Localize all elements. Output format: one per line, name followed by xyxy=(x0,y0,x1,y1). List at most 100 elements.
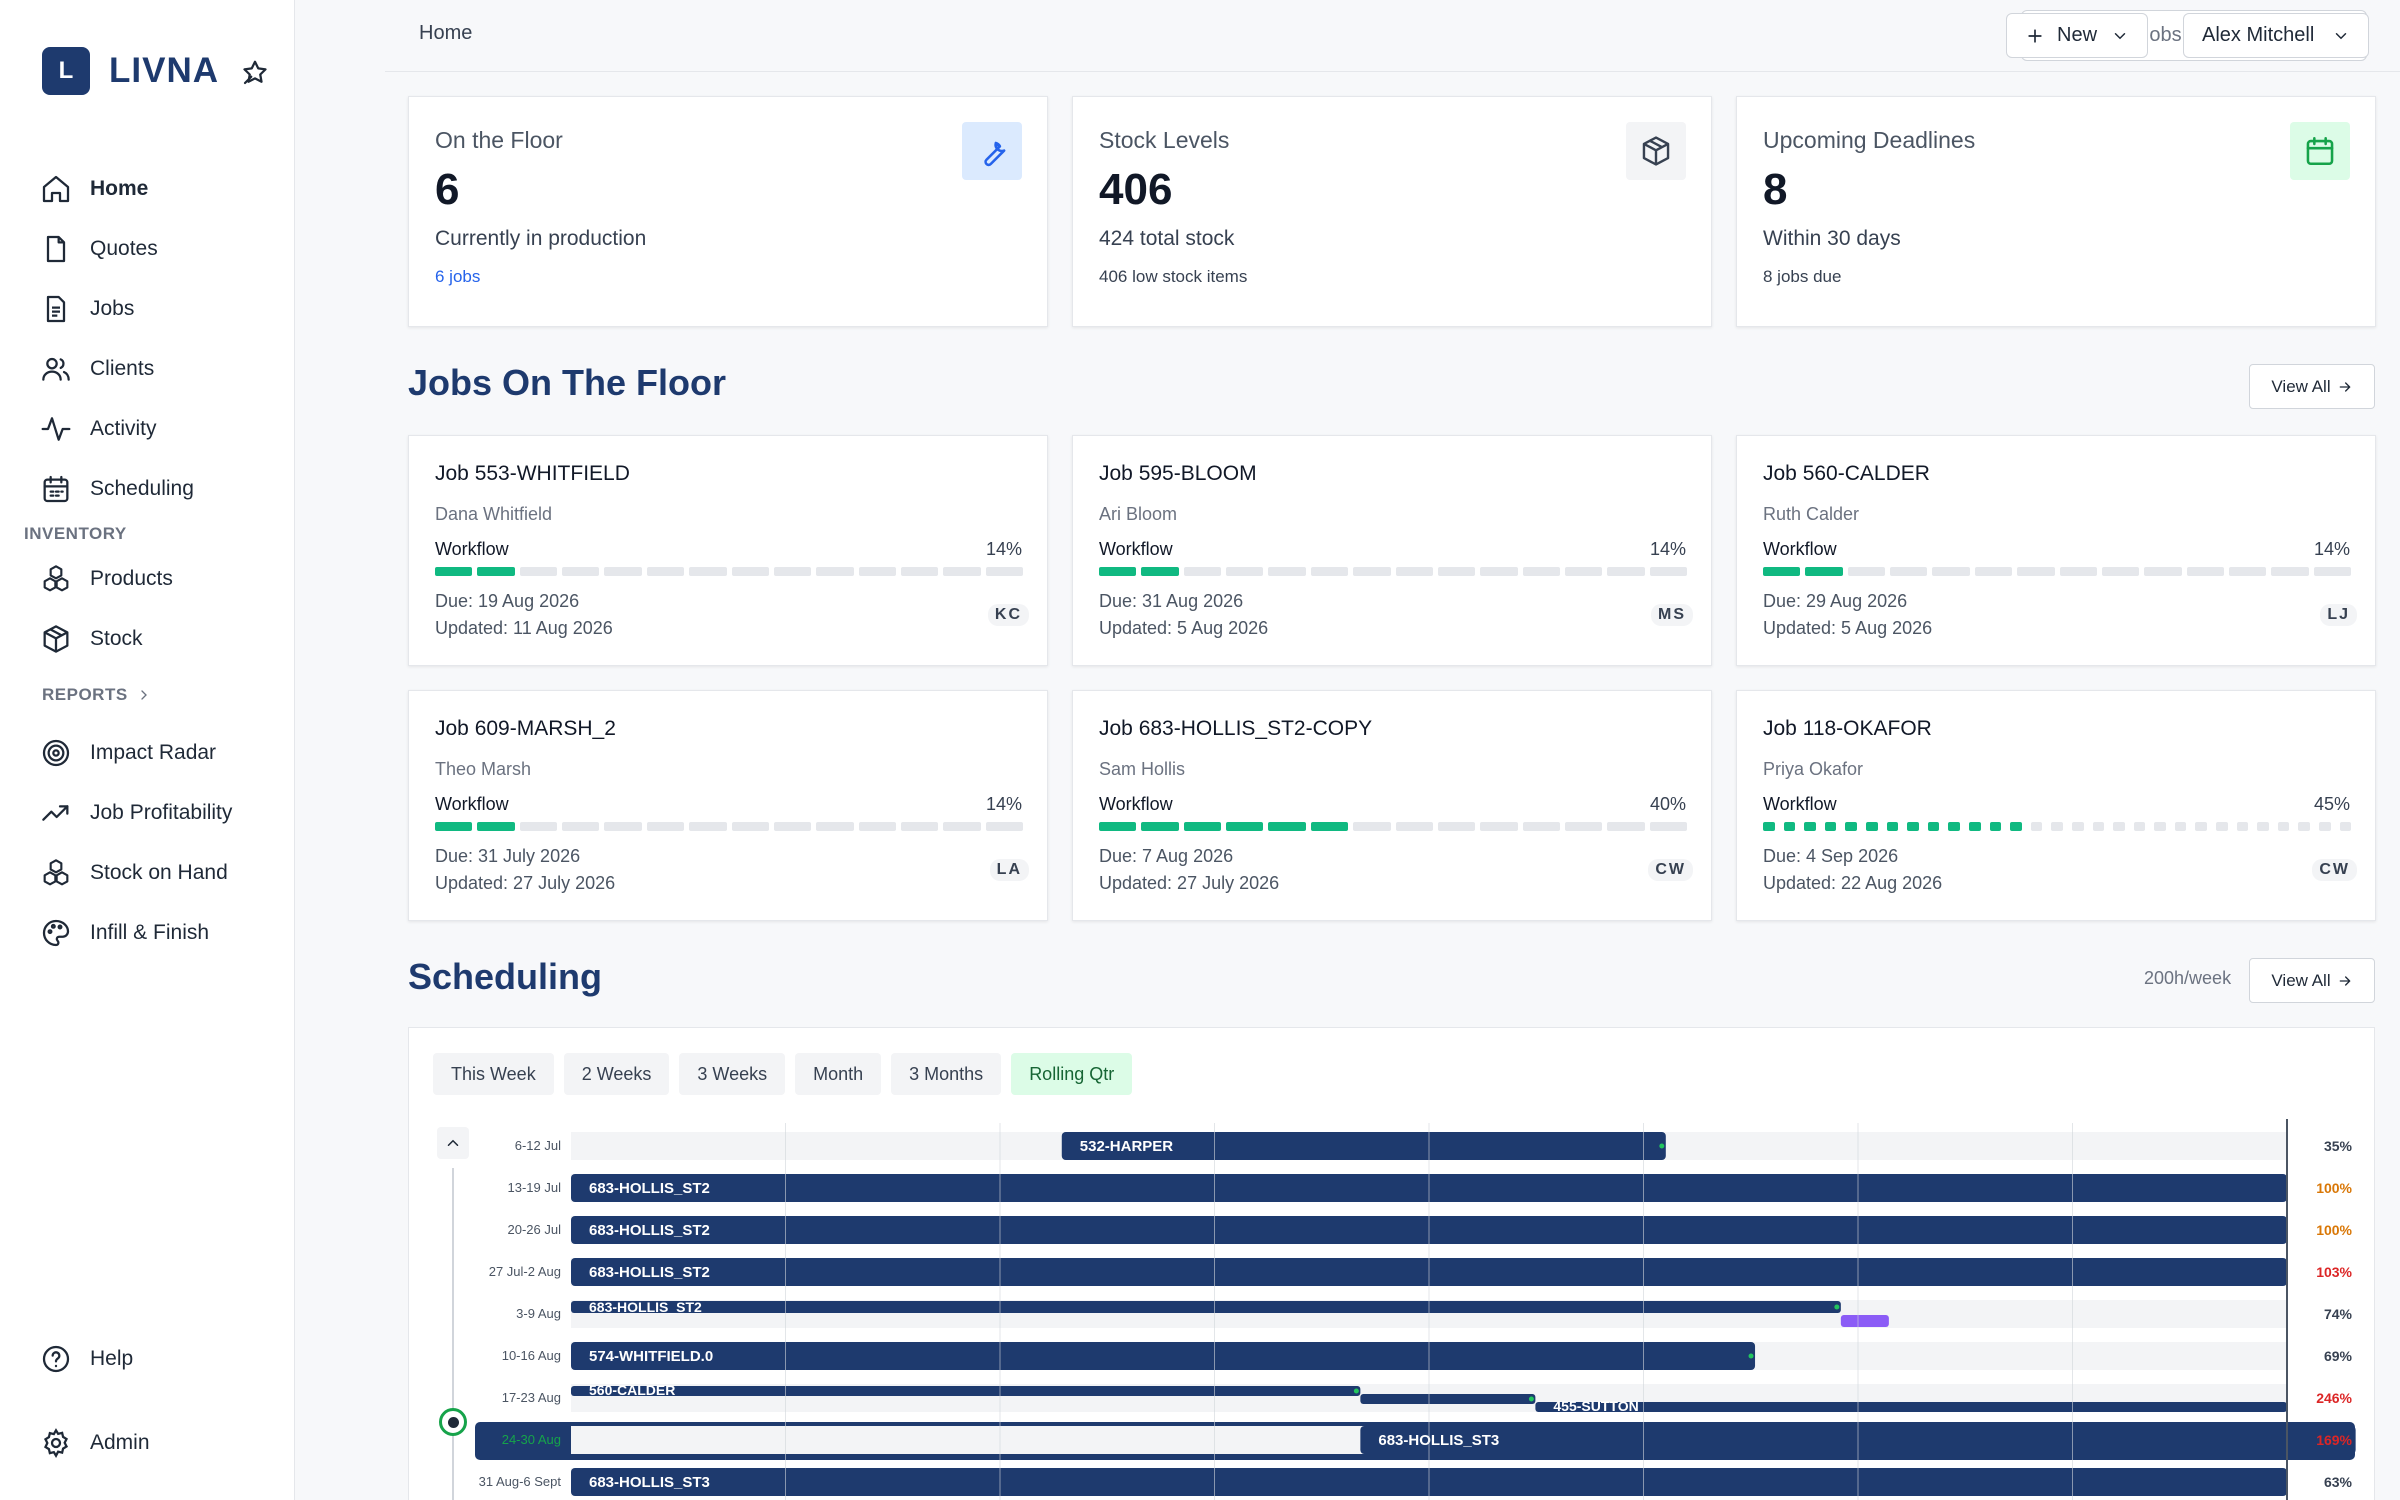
progress-segment xyxy=(1353,567,1391,576)
progress-segment xyxy=(1845,822,1857,831)
breadcrumb[interactable]: Home xyxy=(419,22,473,44)
progress-segment xyxy=(1480,567,1518,576)
progress-segment xyxy=(2017,567,2055,576)
sidebar-item-clients[interactable]: Clients xyxy=(40,347,154,391)
view-all-label: View All xyxy=(2271,376,2331,396)
progress-segment xyxy=(2257,822,2269,831)
job-due-date: Due: 31 Aug 2026 xyxy=(1099,591,1244,611)
scheduling-panel: This Week 2 Weeks 3 Weeks Month 3 Months… xyxy=(408,1027,2375,1500)
progress-segment xyxy=(2271,567,2309,576)
workflow-label: Workflow xyxy=(1099,539,1173,559)
progress-segment xyxy=(2030,822,2043,831)
progress-segment xyxy=(1268,567,1306,576)
collapse-timeline-button[interactable] xyxy=(437,1127,469,1159)
range-tabs: This Week 2 Weeks 3 Weeks Month 3 Months… xyxy=(433,1053,1133,1095)
jobs-view-all-button[interactable]: View All xyxy=(2249,364,2375,409)
job-card[interactable]: Job 553-WHITFIELD Dana Whitfield Workflo… xyxy=(408,435,1048,666)
gear-icon xyxy=(43,1428,69,1458)
job-card[interactable]: Job 609-MARSH_2 Theo Marsh Workflow 14% … xyxy=(408,690,1048,921)
workflow-progress xyxy=(435,567,1024,576)
schedule-bar xyxy=(1535,1402,2287,1412)
progress-segment xyxy=(646,567,685,576)
scheduling-section-title: Scheduling xyxy=(408,956,603,997)
progress-segment xyxy=(2277,822,2290,831)
tab-3-weeks[interactable]: 3 Weeks xyxy=(679,1053,786,1095)
progress-segment xyxy=(1437,567,1476,576)
sidebar-item-stock-on-hand[interactable]: Stock on Hand xyxy=(40,851,228,895)
progress-segment xyxy=(2298,822,2311,831)
chevron-up-icon xyxy=(447,1139,459,1146)
progress-segment xyxy=(2339,822,2352,831)
progress-segment xyxy=(2154,822,2166,831)
stat-card-upcoming-deadlines[interactable]: Upcoming Deadlines 8 Within 30 days 8 jo… xyxy=(1736,96,2376,327)
progress-segment xyxy=(2195,822,2208,831)
plus-icon xyxy=(2028,28,2042,43)
assignee-initials: MS xyxy=(1651,604,1693,626)
workflow-percent: 14% xyxy=(985,539,1022,559)
pin-icon[interactable] xyxy=(240,58,270,88)
progress-segment xyxy=(1268,822,1306,831)
progress-segment xyxy=(562,822,600,831)
sidebar-item-infill-finish[interactable]: Infill & Finish xyxy=(40,911,209,955)
job-card[interactable]: Job 683-HOLLIS_ST2-COPY Sam Hollis Workf… xyxy=(1072,690,1712,921)
tab-3-months[interactable]: 3 Months xyxy=(891,1053,1002,1095)
tab-rolling-qtr[interactable]: Rolling Qtr xyxy=(1011,1053,1133,1095)
progress-segment xyxy=(1974,567,2013,576)
schedule-bar xyxy=(571,1342,1756,1370)
week-label: 17-23 Aug xyxy=(502,1390,561,1405)
progress-segment xyxy=(1099,567,1137,576)
sidebar-item-help[interactable]: Help xyxy=(40,1337,133,1381)
sidebar-item-scheduling[interactable]: Scheduling xyxy=(40,467,194,511)
workflow-progress xyxy=(435,822,1024,831)
week-label: 10-16 Aug xyxy=(502,1348,561,1363)
sidebar-item-jobs[interactable]: Jobs xyxy=(40,287,134,331)
tab-2-weeks[interactable]: 2 Weeks xyxy=(563,1053,670,1095)
job-card[interactable]: Job 595-BLOOM Ari Bloom Workflow 14% Due… xyxy=(1072,435,1712,666)
stat-card-on-the-floor[interactable]: On the Floor 6 Currently in production 6… xyxy=(408,96,1048,327)
sidebar-item-label: Admin xyxy=(90,1431,150,1454)
brand[interactable]: L LIVNA xyxy=(42,47,219,95)
current-week-marker[interactable] xyxy=(439,1408,467,1436)
progress-segment xyxy=(604,822,642,831)
sidebar-item-label: Job Profitability xyxy=(90,801,233,824)
progress-segment xyxy=(1353,822,1391,831)
week-utilization: 246% xyxy=(2316,1390,2352,1406)
progress-segment xyxy=(1932,567,1970,576)
stat-jobs-link[interactable]: 6 jobs xyxy=(435,267,481,286)
workflow-progress xyxy=(1763,822,2352,831)
progress-segment xyxy=(2010,822,2022,831)
scheduling-view-all-button[interactable]: View All xyxy=(2249,958,2375,1003)
sidebar-item-activity[interactable]: Activity xyxy=(40,407,157,451)
tab-month[interactable]: Month xyxy=(795,1053,882,1095)
job-due-date: Due: 4 Sep 2026 xyxy=(1763,846,1899,866)
tab-this-week[interactable]: This Week xyxy=(433,1053,554,1095)
new-button[interactable]: New xyxy=(2006,13,2149,58)
sidebar-item-label: Help xyxy=(90,1347,134,1370)
box-icon xyxy=(1626,122,1686,180)
stat-title: Upcoming Deadlines xyxy=(1763,127,1976,153)
sidebar-item-stock[interactable]: Stock xyxy=(40,617,143,661)
job-updated-date: Updated: 11 Aug 2026 xyxy=(435,618,613,638)
user-menu-button[interactable]: Alex Mitchell xyxy=(2183,13,2370,58)
sidebar-item-job-profitability[interactable]: Job Profitability xyxy=(40,791,232,835)
progress-segment xyxy=(900,822,939,831)
stat-card-stock-levels[interactable]: Stock Levels 406 424 total stock 406 low… xyxy=(1072,96,1712,327)
sidebar-item-impact-radar[interactable]: Impact Radar xyxy=(40,731,216,775)
sidebar-item-products[interactable]: Products xyxy=(40,557,173,601)
schedule-bar-label: 683-HOLLIS_ST2 xyxy=(589,1264,710,1281)
job-card[interactable]: Job 560-CALDER Ruth Calder Workflow 14% … xyxy=(1736,435,2376,666)
progress-segment xyxy=(1395,822,1433,831)
schedule-bar xyxy=(1840,1315,1889,1327)
job-due-date: Due: 31 July 2026 xyxy=(435,846,581,866)
reports-section-toggle[interactable]: REPORTS xyxy=(42,685,152,705)
week-label: 31 Aug-6 Sept xyxy=(479,1474,562,1489)
sidebar-item-home[interactable]: Home xyxy=(40,167,148,211)
job-card[interactable]: Job 118-OKAFOR Priya Okafor Workflow 45%… xyxy=(1736,690,2376,921)
sidebar-item-admin[interactable]: Admin xyxy=(40,1421,150,1465)
wrench-icon xyxy=(962,122,1022,180)
progress-segment xyxy=(2092,822,2105,831)
week-label: 20-26 Jul xyxy=(508,1222,562,1237)
progress-segment xyxy=(477,822,515,831)
bar-end-dot xyxy=(1659,1143,1665,1149)
sidebar-item-quotes[interactable]: Quotes xyxy=(40,227,158,271)
